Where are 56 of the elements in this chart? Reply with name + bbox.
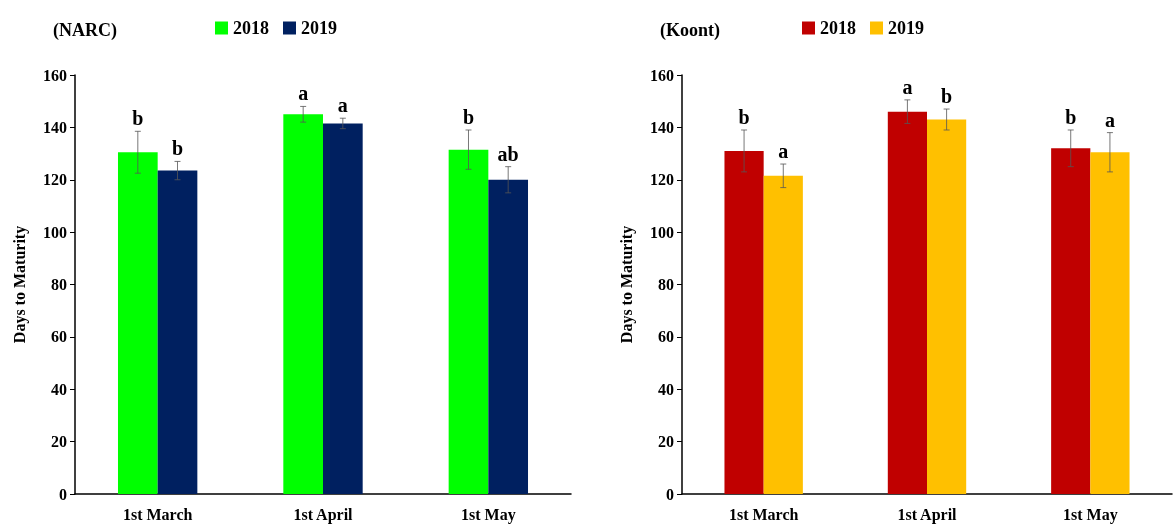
x-tick-label: 1st April: [897, 505, 958, 524]
data-label: a: [337, 94, 348, 117]
data-label: b: [1065, 105, 1077, 128]
y-axis-title: Days to Maturity: [617, 225, 636, 344]
y-tick-label: 140: [43, 118, 67, 136]
data-label: a: [902, 75, 913, 98]
y-tick-label: 40: [658, 380, 674, 398]
y-tick-label: 0: [59, 485, 67, 503]
x-tick-label: 1st April: [293, 505, 354, 524]
bar: [283, 114, 323, 494]
y-tick-label: 120: [650, 171, 674, 189]
chart-title: (NARC): [53, 20, 117, 41]
y-tick-label: 60: [51, 328, 67, 346]
data-label: b: [941, 85, 953, 108]
bar: [763, 175, 803, 494]
legend-label: 2018: [820, 18, 856, 38]
bar: [117, 152, 158, 494]
y-tick-label: 160: [43, 66, 67, 84]
bar: [927, 119, 967, 494]
x-tick-label: 1st March: [728, 505, 799, 523]
y-tick-label: 20: [658, 433, 674, 451]
x-tick-label: 1st March: [122, 505, 193, 523]
bar: [724, 150, 764, 494]
bar: [1090, 152, 1130, 494]
y-tick-label: 60: [658, 328, 674, 346]
y-tick-label: 140: [650, 118, 674, 136]
x-tick-label: 1st May: [461, 505, 516, 524]
data-label: b: [132, 107, 144, 130]
legend-label: 2019: [301, 18, 337, 38]
data-label: a: [1104, 108, 1115, 131]
data-label: ab: [497, 142, 519, 165]
legend-label: 2018: [233, 18, 269, 38]
legend-label: 2019: [888, 18, 924, 38]
chart-title: (Koont): [660, 20, 720, 41]
y-tick-label: 40: [51, 380, 67, 398]
y-tick-label: 100: [650, 223, 674, 241]
y-tick-label: 0: [666, 485, 674, 503]
data-label: b: [462, 105, 475, 128]
bar: [323, 123, 363, 494]
y-tick-label: 160: [650, 66, 674, 84]
data-label: a: [778, 140, 789, 163]
data-label: b: [738, 105, 750, 128]
y-tick-label: 120: [43, 171, 67, 189]
y-tick-label: 80: [51, 276, 67, 293]
y-axis-title: Days to Maturity: [10, 225, 29, 344]
bar: [157, 170, 198, 494]
bar: [488, 179, 529, 494]
y-tick-label: 80: [658, 276, 674, 293]
y-tick-label: 20: [51, 433, 67, 451]
bar: [1051, 148, 1091, 494]
bar: [448, 149, 489, 494]
x-tick-label: 1st May: [1063, 505, 1118, 524]
data-label: b: [171, 137, 184, 160]
y-tick-label: 100: [43, 223, 67, 241]
data-label: a: [298, 82, 309, 105]
bar: [887, 111, 927, 494]
